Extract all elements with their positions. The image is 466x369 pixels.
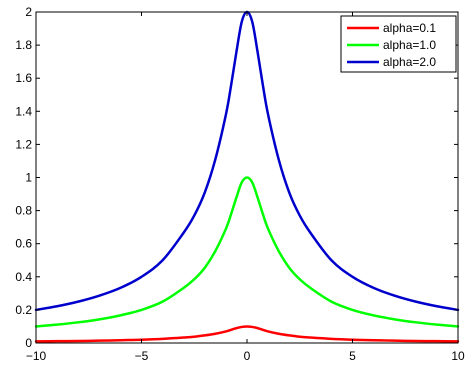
- series-line-1: [34, 176, 460, 328]
- legend-label: alpha=2.0: [383, 55, 436, 69]
- y-tick-label: 1: [25, 171, 32, 185]
- y-tick-label: 0.4: [15, 270, 32, 284]
- y-tick-label: 1.2: [15, 137, 32, 151]
- x-tick-label: 10: [451, 349, 465, 363]
- y-tick-label: 1.6: [15, 71, 32, 85]
- x-tick-label: 5: [349, 349, 356, 363]
- legend-label: alpha=1.0: [383, 38, 436, 52]
- y-tick-label: 0.8: [15, 204, 32, 218]
- x-tick-label: −5: [135, 349, 149, 363]
- y-tick-label: 0: [25, 336, 32, 350]
- x-tick-label: 0: [244, 349, 251, 363]
- y-tick-label: 0.6: [15, 237, 32, 251]
- legend-label: alpha=0.1: [383, 21, 436, 35]
- x-tick-label: −10: [26, 349, 47, 363]
- y-tick-label: 2: [25, 5, 32, 19]
- y-tick-label: 1.4: [15, 104, 32, 118]
- y-tick-label: 1.8: [15, 38, 32, 52]
- y-tick-label: 0.2: [15, 303, 32, 317]
- legend: alpha=0.1 alpha=1.0 alpha=2.0: [340, 15, 457, 73]
- ticks-layer: −10 −5 0 5 10 0 0.2 0.4 0.6 0.8 1 1.2 1.4 1.6 1.8 2: [15, 5, 465, 363]
